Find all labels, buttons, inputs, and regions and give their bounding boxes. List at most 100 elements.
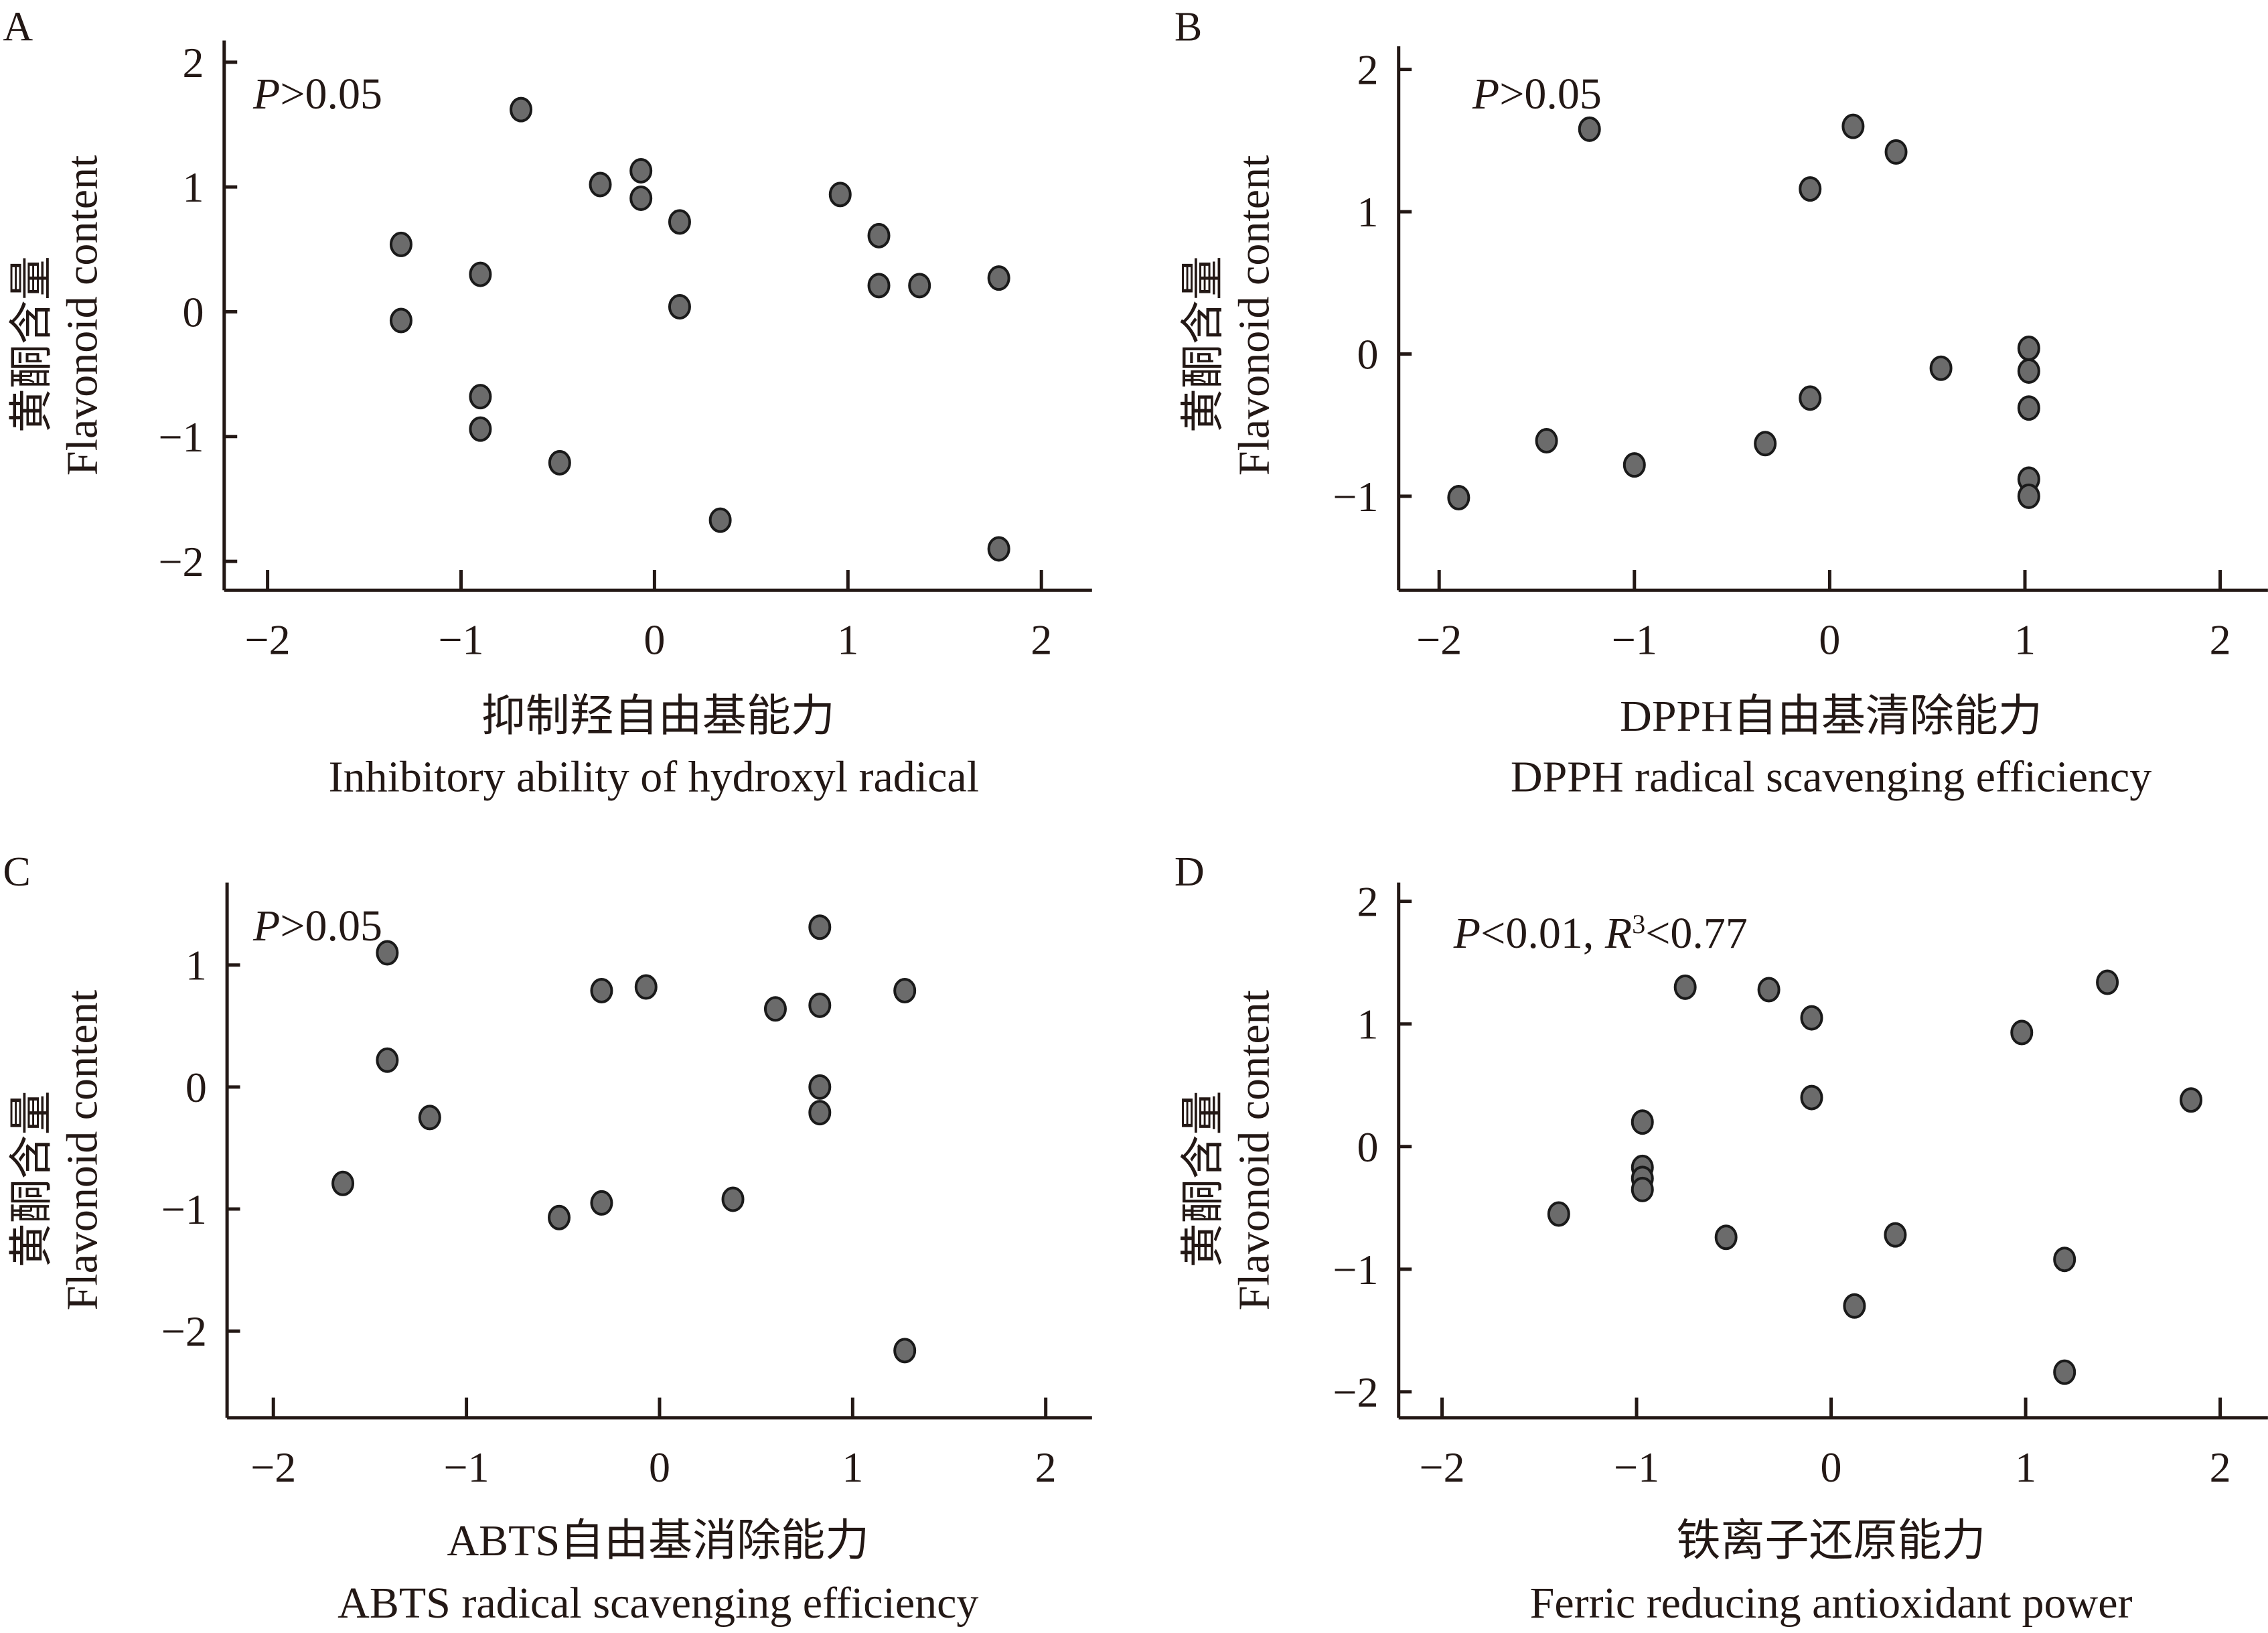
data-point (1535, 428, 1558, 454)
x-axis-title-en: DPPH radical scavenging efficiency (1511, 753, 2151, 802)
y-tick-label: 1 (1357, 188, 1378, 236)
data-point (908, 273, 931, 299)
y-axis-title-en: Flavonoid content (1229, 990, 1278, 1310)
data-point (808, 1074, 832, 1100)
x-tick-label: −1 (444, 1443, 489, 1491)
data-point (1631, 1109, 1654, 1135)
data-point (418, 1105, 441, 1131)
x-axis-title-cn: ABTS自由基消除能力 (447, 1516, 869, 1565)
x-tick-label: 0 (1821, 1443, 1842, 1491)
data-point (721, 1186, 745, 1212)
y-axis-title-en: Flavonoid content (1229, 155, 1278, 476)
y-tick-label: 1 (183, 163, 204, 211)
data-point (1884, 1222, 1907, 1248)
y-tick-label: 2 (1357, 878, 1378, 926)
data-point (867, 273, 891, 299)
data-point (808, 1100, 832, 1126)
data-point (2053, 1247, 2076, 1273)
y-tick-label: 1 (1357, 1001, 1378, 1048)
x-tick-label: 1 (837, 616, 858, 663)
data-point (389, 231, 412, 257)
panel-letter: A (3, 4, 33, 50)
x-tick-label: 2 (1031, 616, 1052, 663)
y-tick-label: 2 (183, 39, 204, 86)
data-point (1622, 452, 1646, 478)
x-axis-title-cn: 铁离子还原能力 (1677, 1516, 1986, 1565)
data-point (2180, 1087, 2203, 1113)
y-axis-title-cn: 黄酮含量 (1179, 1090, 1228, 1267)
data-point (708, 507, 732, 533)
panel-letter: C (3, 849, 30, 895)
data-point (1754, 431, 1777, 457)
x-tick-label: 0 (649, 1443, 670, 1491)
stat-annotation: P<0.01, R3<0.77 (1453, 908, 1748, 958)
y-tick-label: 1 (185, 942, 207, 989)
x-tick-label: 2 (2210, 1443, 2231, 1491)
data-point (2010, 1019, 2034, 1046)
x-tick-label: 1 (2015, 1443, 2036, 1491)
data-point (510, 96, 533, 123)
data-point (828, 182, 852, 208)
data-point (808, 914, 832, 940)
x-axis-title-cn: 抑制羟自由基能力 (481, 692, 835, 741)
data-point (629, 157, 653, 184)
y-axis-title-en: Flavonoid content (58, 990, 107, 1310)
data-point (1578, 116, 1601, 142)
data-point (2017, 358, 2040, 384)
data-point (2017, 395, 2040, 421)
data-point (1714, 1224, 1738, 1251)
data-point (548, 1204, 571, 1230)
data-point (987, 536, 1010, 562)
data-point (1547, 1201, 1570, 1227)
panel-d: D −2 −1 0 1 2 −2 −1 0 1 2 Flavonoid content黄酮含量铁离子还… (1175, 849, 2268, 1628)
panel-letter: D (1175, 849, 1205, 895)
stat-annotation: P>0.05 (252, 70, 382, 119)
data-point (376, 940, 399, 966)
data-point (469, 416, 492, 442)
panel-letter: B (1175, 4, 1202, 50)
data-point (1447, 485, 1470, 511)
x-tick-label: −1 (1612, 616, 1657, 663)
x-tick-label: 2 (1035, 1443, 1057, 1491)
data-point (808, 992, 832, 1018)
data-point (331, 1170, 355, 1196)
x-tick-label: 2 (2210, 616, 2231, 663)
data-point (590, 977, 613, 1003)
x-axis-title-cn: DPPH自由基清除能力 (1620, 692, 2042, 741)
y-tick-label: 0 (1357, 1123, 1378, 1171)
x-tick-label: −2 (1419, 1443, 1464, 1491)
stat-annotation: P>0.05 (252, 902, 382, 950)
data-point (469, 261, 492, 287)
y-tick-label: −1 (158, 413, 204, 461)
data-point (1843, 1293, 1866, 1319)
data-point (668, 294, 691, 320)
data-point (2053, 1359, 2076, 1385)
y-tick-label: −2 (158, 538, 204, 585)
x-tick-label: 0 (644, 616, 665, 663)
y-tick-label: 2 (1357, 46, 1378, 94)
data-point (1841, 113, 1865, 139)
data-point (1757, 977, 1781, 1003)
x-tick-label: 1 (842, 1443, 863, 1491)
data-point (893, 977, 917, 1003)
data-point (389, 307, 412, 334)
y-tick-label: 0 (183, 288, 204, 336)
y-tick-label: −1 (1333, 473, 1378, 520)
x-tick-label: −2 (1416, 616, 1462, 663)
y-axis-title-cn: 黄酮含量 (7, 1090, 56, 1267)
x-tick-label: −1 (1614, 1443, 1659, 1491)
data-point (1800, 1005, 1823, 1031)
y-tick-label: −2 (1333, 1368, 1378, 1416)
stat-annotation: P>0.05 (1472, 70, 1602, 119)
data-point (1929, 355, 1953, 381)
data-point (2017, 483, 2040, 509)
data-point (1884, 139, 1908, 165)
data-point (376, 1047, 399, 1073)
data-point (1631, 1176, 1654, 1202)
data-point (2017, 335, 2040, 361)
x-axis-title-en: ABTS radical scavenging efficiency (337, 1579, 978, 1628)
data-point (1799, 385, 1822, 411)
data-point (469, 384, 492, 410)
